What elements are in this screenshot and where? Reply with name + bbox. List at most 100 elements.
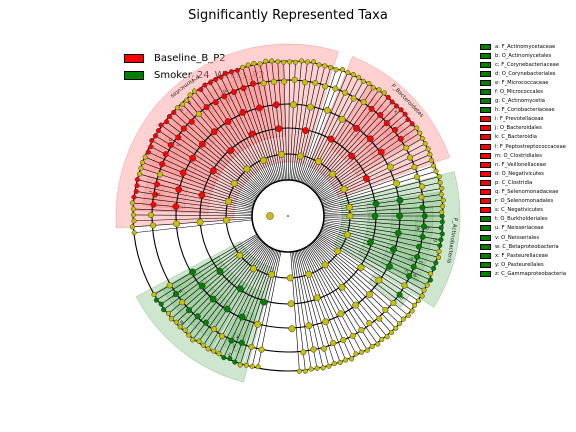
tree-node xyxy=(153,297,159,303)
key-item: g: C_Actinomycetia xyxy=(480,97,566,106)
branch xyxy=(229,249,275,360)
tree-node xyxy=(397,135,404,142)
tree-node xyxy=(268,271,276,278)
tree-node xyxy=(296,152,304,160)
tree-node xyxy=(400,316,406,322)
key-label: c: F_Corynebacteriaceae xyxy=(495,61,560,68)
tree-node xyxy=(375,341,381,347)
key-label: v: O_Neisseriales xyxy=(495,234,540,241)
key-swatch xyxy=(480,116,491,123)
branch xyxy=(293,251,312,370)
tree-node xyxy=(393,325,399,331)
clade-label: x xyxy=(235,334,240,341)
tree-node xyxy=(405,117,411,123)
tree-node xyxy=(129,200,135,206)
tree-node xyxy=(345,70,351,76)
tree-node xyxy=(281,59,287,65)
tree-node xyxy=(348,152,356,160)
tree-node xyxy=(353,124,360,132)
clade-label: s xyxy=(178,107,184,113)
key-swatch xyxy=(480,225,491,232)
tree-node xyxy=(376,87,382,93)
tree-node xyxy=(237,362,243,368)
tree-node xyxy=(186,307,193,314)
tree-node xyxy=(130,212,137,218)
tree-node xyxy=(328,64,334,71)
branch xyxy=(165,120,260,195)
key-swatch xyxy=(480,161,491,168)
tree-node xyxy=(337,310,345,318)
branch xyxy=(190,95,266,189)
key-label: k: C_Bacteroidia xyxy=(495,134,537,141)
tree-node xyxy=(172,290,179,297)
key-swatch xyxy=(480,243,491,250)
tree-node xyxy=(221,355,227,361)
tree-node xyxy=(202,319,209,326)
tree-node xyxy=(392,179,400,187)
clade-label: y xyxy=(232,342,237,349)
branch xyxy=(240,250,278,364)
tree-node xyxy=(172,203,180,211)
legend-swatch-smoker xyxy=(124,71,144,80)
tree-node xyxy=(198,282,206,290)
branch xyxy=(171,239,262,319)
tree-node xyxy=(224,198,232,206)
clade-label: p xyxy=(186,99,192,106)
tree-node xyxy=(190,337,196,343)
tree-node xyxy=(198,87,204,93)
tree-node xyxy=(359,349,365,355)
tree-node xyxy=(228,69,235,75)
branch xyxy=(301,249,346,361)
branch xyxy=(322,176,439,208)
tree-node xyxy=(152,133,159,139)
clade-label: e xyxy=(408,256,415,261)
taxon-key-list: a: F_Actinomycetaceae b: O_Actinomycetale… xyxy=(480,42,566,278)
tree-node xyxy=(326,363,332,369)
tree-node xyxy=(421,287,427,293)
key-label: n: F_Veillonellaceae xyxy=(495,161,547,168)
tree-node xyxy=(182,327,188,333)
tree-node xyxy=(156,171,164,178)
tree-node xyxy=(302,368,308,374)
legend-item-smoker: Smoker_24_Weeks_P2 xyxy=(124,67,265,84)
tree-node xyxy=(349,356,355,362)
tree-node xyxy=(202,82,208,88)
tree-node xyxy=(251,60,257,66)
clade-label: t xyxy=(191,318,197,324)
legend-label-baseline: Baseline_B_P2 xyxy=(154,53,226,64)
key-label: b: O_Actinomycetales xyxy=(495,52,552,59)
tree-node xyxy=(386,262,393,270)
tree-node xyxy=(439,231,445,237)
key-label: p: C_Clostridia xyxy=(495,179,533,186)
key-swatch xyxy=(480,43,491,50)
tree-node xyxy=(310,346,317,353)
branch xyxy=(316,123,413,195)
clade-label: u xyxy=(177,288,184,294)
tree-node xyxy=(249,363,255,369)
tree-node xyxy=(367,238,375,246)
tree-node xyxy=(338,283,346,291)
tree-node xyxy=(304,59,311,65)
tree-node xyxy=(228,337,235,344)
tree-node xyxy=(440,197,446,203)
branch xyxy=(134,196,253,212)
branch xyxy=(320,154,431,202)
tree-node xyxy=(438,191,444,197)
key-label: h: F_Coriobacteriaceae xyxy=(495,107,555,114)
key-item: z: C_Gammaproteobacteria xyxy=(480,269,566,278)
key-item: i: F_Prevotellaceae xyxy=(480,115,566,124)
branch xyxy=(323,188,441,210)
tree-node xyxy=(173,319,179,325)
key-label: j: O_Bacteroidales xyxy=(495,125,542,132)
clade-sector xyxy=(151,111,217,181)
tree-node xyxy=(300,349,307,356)
tree-node xyxy=(401,282,408,289)
clade-label: h xyxy=(397,295,404,301)
tree-node xyxy=(439,185,445,191)
tree-node xyxy=(168,316,174,322)
key-item: c: F_Corynebacteriaceae xyxy=(480,60,566,69)
tree-node xyxy=(419,135,425,142)
tree-node xyxy=(248,343,255,350)
tree-node xyxy=(151,292,157,298)
tree-node xyxy=(287,300,295,308)
